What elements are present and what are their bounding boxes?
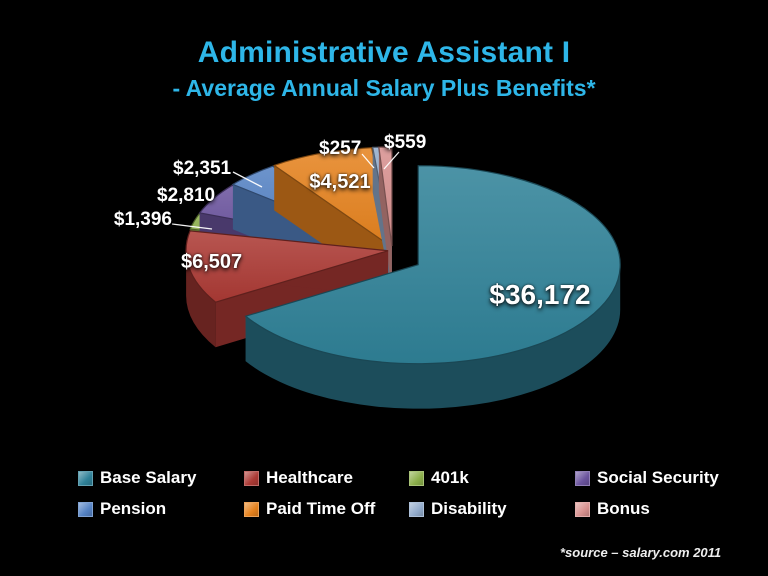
legend-swatch (78, 501, 93, 517)
legend-label: Pension (100, 499, 167, 518)
legend-label: Disability (431, 499, 507, 518)
legend-swatch (78, 470, 93, 486)
legend-swatch (244, 470, 259, 486)
legend-item: Healthcare (244, 468, 409, 488)
pie-slice-bonus (378, 146, 393, 291)
legend-label: Bonus (597, 499, 650, 518)
legend-swatch (244, 501, 259, 517)
legend-swatch (575, 470, 590, 486)
legend-label: 401k (431, 468, 469, 487)
slice-value-label: $559 (384, 132, 427, 153)
legend-label: Paid Time Off (266, 499, 376, 518)
pie-slice-base-salary (244, 165, 621, 409)
chart-legend: Base Salary Healthcare 401k Social Security… (78, 468, 738, 519)
legend-item: Disability (409, 499, 575, 519)
slide-subtitle: - Average Annual Salary Plus Benefits* (172, 75, 596, 101)
legend-item: Social Security (575, 468, 738, 488)
legend-label: Social Security (597, 468, 719, 487)
slide-title: Administrative Assistant I (197, 36, 571, 69)
slice-value-label: $2,810 (157, 185, 216, 206)
slice-value-label: $257 (319, 138, 362, 159)
legend-label: Healthcare (266, 468, 353, 487)
legend-swatch (575, 501, 590, 517)
legend-swatch (409, 501, 424, 517)
legend-item: Base Salary (78, 468, 244, 488)
slice-value-label: $2,351 (173, 158, 232, 179)
slice-value-label: $36,172 (489, 279, 591, 310)
source-footnote: *source – salary.com 2011 (560, 545, 722, 560)
legend-item: Paid Time Off (244, 499, 409, 519)
legend-swatch (409, 470, 424, 486)
legend-item: 401k (409, 468, 575, 488)
legend-item: Pension (78, 499, 244, 519)
slice-value-label: $6,507 (181, 251, 243, 273)
legend-label: Base Salary (100, 468, 197, 487)
label-leader-lines (171, 151, 400, 230)
slice-value-label: $1,396 (113, 209, 172, 230)
legend-item: Bonus (575, 499, 738, 519)
slice-value-label: $4,521 (309, 171, 371, 193)
title-block: Administrative Assistant I - Average Ann… (0, 36, 768, 102)
